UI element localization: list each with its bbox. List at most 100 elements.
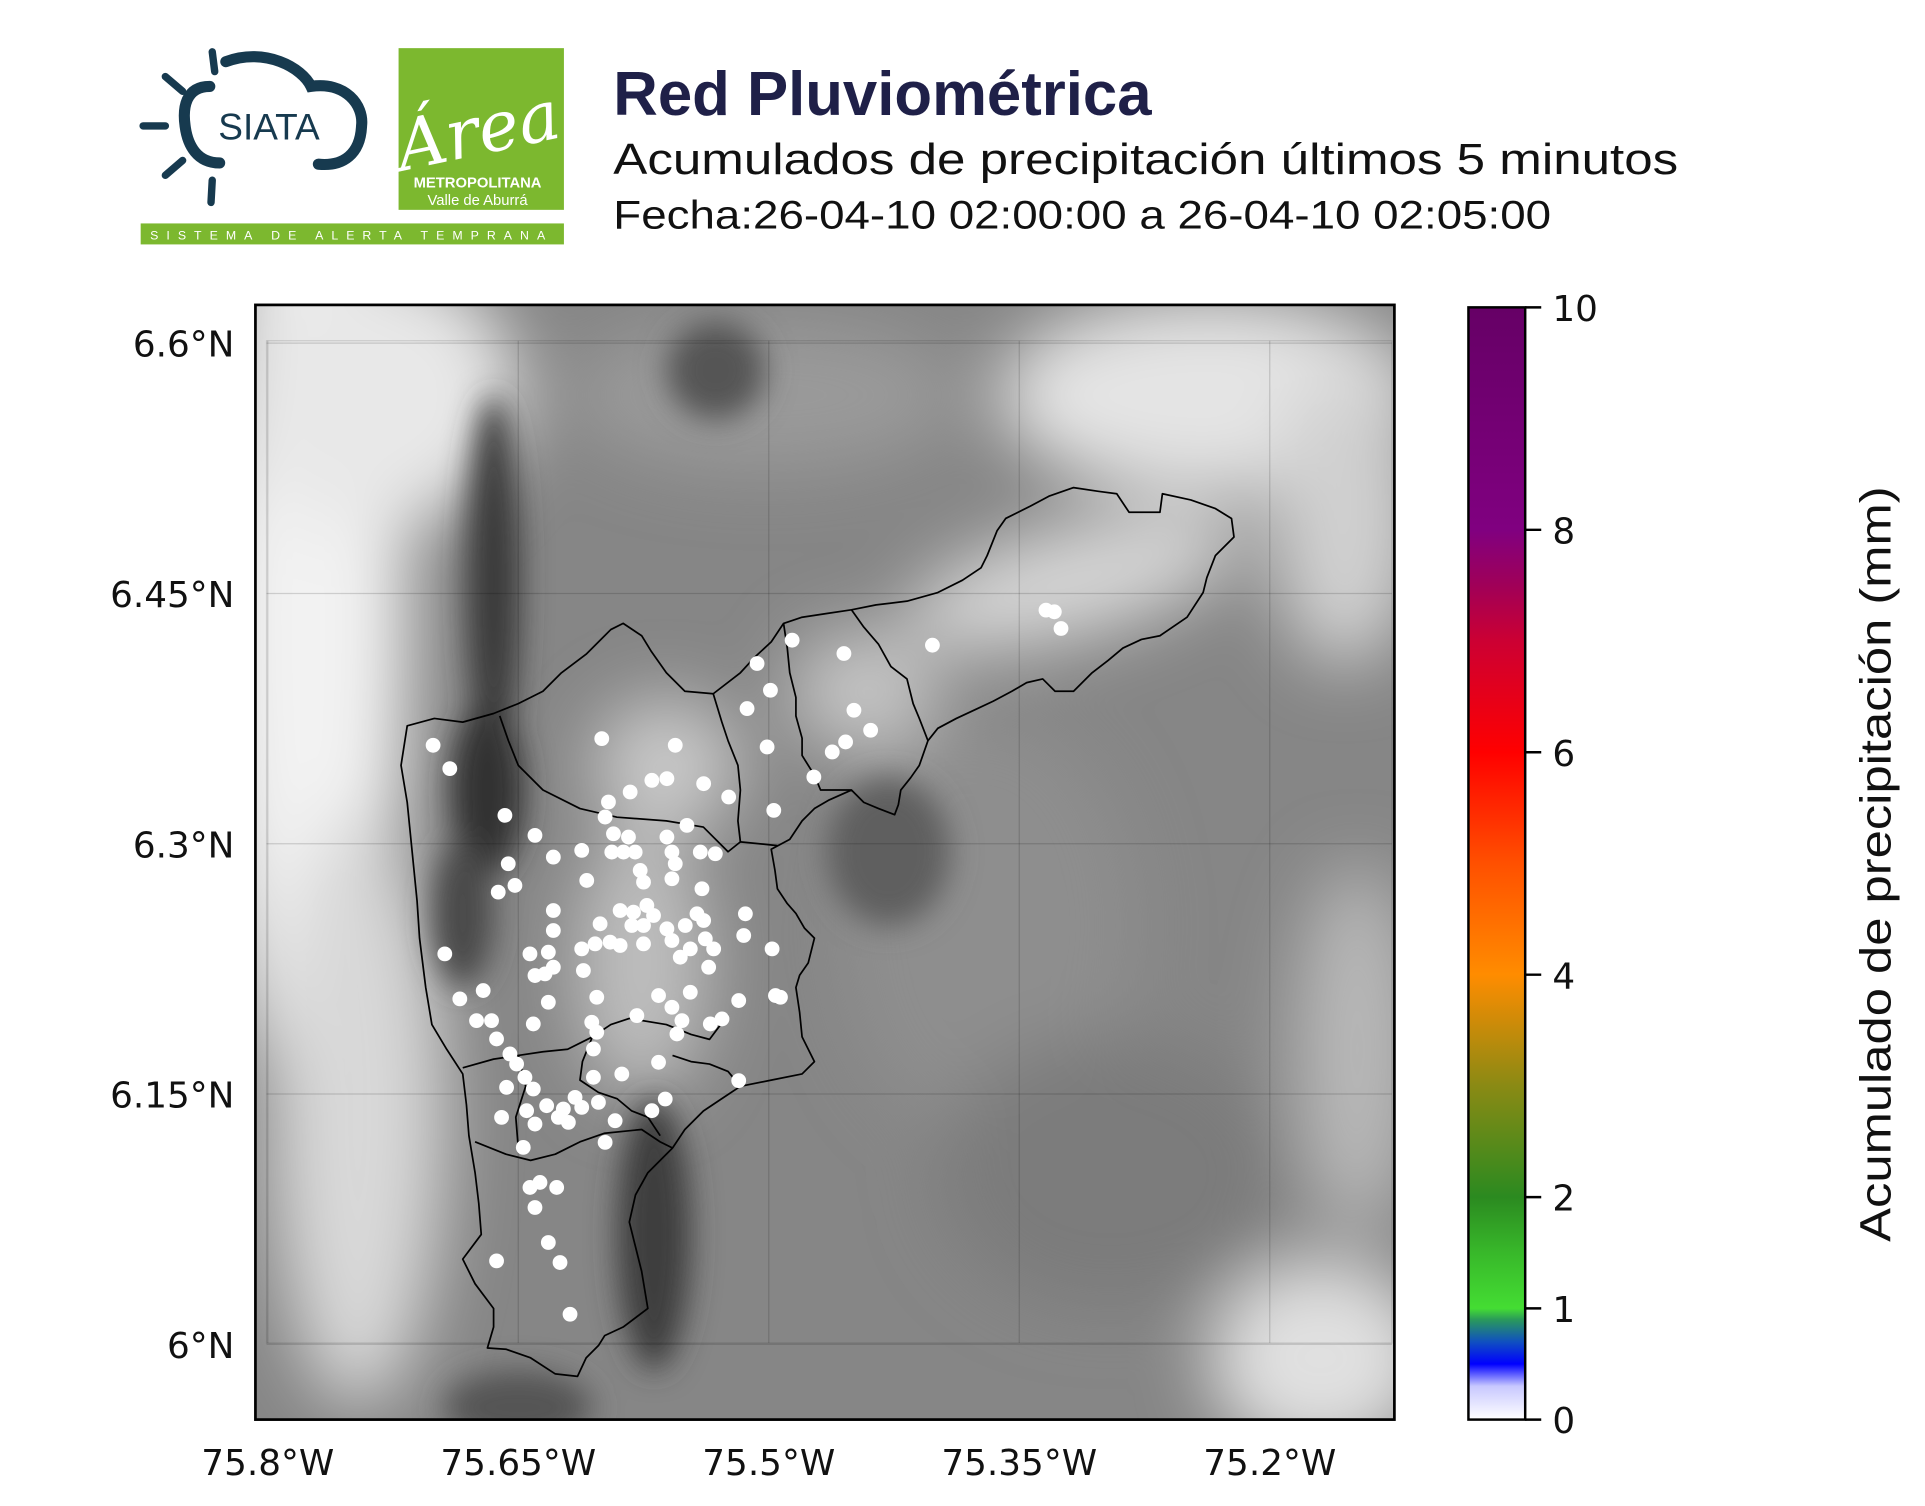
rain-gauge-station[interactable] [707, 846, 723, 862]
rain-gauge-station[interactable] [574, 941, 590, 957]
rain-gauge-station[interactable] [494, 1109, 509, 1125]
rain-gauge-station[interactable] [636, 918, 651, 933]
rain-gauge-station[interactable] [622, 784, 638, 800]
rain-gauge-station[interactable] [509, 1056, 525, 1072]
rain-gauge-station[interactable] [846, 702, 862, 718]
rain-gauge-station[interactable] [574, 1099, 590, 1115]
rain-gauge-station[interactable] [682, 941, 698, 957]
rain-gauge-station[interactable] [616, 844, 631, 860]
rain-gauge-station[interactable] [925, 637, 940, 653]
rain-gauge-station[interactable] [560, 1114, 576, 1130]
rain-gauge-station[interactable] [731, 1073, 747, 1089]
rain-gauge-station[interactable] [737, 906, 753, 922]
rain-gauge-station[interactable] [517, 1069, 533, 1085]
rain-gauge-station[interactable] [863, 722, 879, 738]
rain-gauge-station[interactable] [574, 842, 590, 858]
rain-gauge-station[interactable] [586, 1069, 601, 1085]
rain-gauge-station[interactable] [612, 903, 628, 918]
rain-gauge-station[interactable] [527, 1200, 543, 1215]
rain-gauge-station[interactable] [664, 933, 680, 948]
rain-gauge-station[interactable] [657, 1091, 673, 1107]
rain-gauge-station[interactable] [601, 794, 616, 810]
rain-gauge-station[interactable] [552, 1255, 568, 1270]
rain-gauge-station[interactable] [636, 936, 651, 952]
rain-gauge-station[interactable] [540, 1235, 556, 1250]
rain-gauge-station[interactable] [721, 789, 737, 805]
rain-gauge-station[interactable] [627, 844, 643, 860]
rain-gauge-station[interactable] [614, 1066, 630, 1082]
rain-gauge-station[interactable] [696, 776, 712, 792]
rain-gauge-station[interactable] [759, 739, 775, 755]
rain-gauge-station[interactable] [731, 993, 747, 1008]
rain-gauge-station[interactable] [1053, 621, 1069, 636]
rain-gauge-station[interactable] [621, 829, 636, 845]
rain-gauge-station[interactable] [587, 936, 603, 952]
rain-gauge-station[interactable] [736, 928, 752, 943]
rain-gauge-station[interactable] [682, 984, 698, 1000]
rain-gauge-station[interactable] [644, 772, 660, 788]
rain-gauge-station[interactable] [525, 1016, 541, 1032]
rain-gauge-station[interactable] [624, 918, 640, 933]
rain-gauge-station[interactable] [763, 682, 778, 698]
rain-gauge-station[interactable] [696, 913, 712, 928]
rain-gauge-station[interactable] [586, 1041, 601, 1057]
rain-gauge-station[interactable] [484, 1013, 499, 1029]
rain-gauge-station[interactable] [489, 1253, 504, 1269]
rain-gauge-station[interactable] [651, 1054, 666, 1070]
rain-gauge-station[interactable] [644, 1103, 660, 1119]
rain-gauge-station[interactable] [589, 1024, 605, 1040]
rain-gauge-station[interactable] [469, 1013, 484, 1029]
rain-gauge-station[interactable] [604, 844, 620, 860]
rain-gauge-station[interactable] [592, 916, 608, 932]
rain-gauge-station[interactable] [591, 1094, 606, 1110]
rain-gauge-station[interactable] [519, 1103, 535, 1119]
rain-gauge-station[interactable] [540, 944, 556, 960]
rain-gauge-station[interactable] [749, 656, 765, 671]
rain-gauge-station[interactable] [579, 873, 595, 888]
rain-gauge-station[interactable] [562, 1306, 578, 1322]
rain-gauge-station[interactable] [1046, 604, 1062, 620]
rain-gauge-station[interactable] [537, 966, 553, 982]
rain-gauge-station[interactable] [626, 904, 641, 920]
rain-gauge-station[interactable] [697, 931, 713, 947]
rain-gauge-station[interactable] [532, 1175, 548, 1190]
rain-gauge-station[interactable] [784, 632, 800, 648]
rain-gauge-station[interactable] [452, 991, 468, 1007]
rain-gauge-station[interactable] [672, 949, 688, 965]
rain-gauge-station[interactable] [701, 959, 717, 975]
rain-gauge-station[interactable] [575, 963, 591, 978]
rain-gauge-station[interactable] [540, 994, 556, 1010]
rain-gauge-station[interactable] [612, 938, 628, 953]
rain-gauge-station[interactable] [632, 863, 648, 878]
rain-gauge-station[interactable] [515, 1139, 531, 1155]
rain-gauge-station[interactable] [636, 874, 651, 890]
rain-gauge-station[interactable] [706, 941, 722, 957]
rain-gauge-station[interactable] [836, 646, 852, 661]
rain-gauge-station[interactable] [507, 878, 523, 893]
rain-gauge-station[interactable] [545, 903, 561, 918]
rain-gauge-station[interactable] [527, 1116, 543, 1132]
rain-gauge-station[interactable] [527, 827, 543, 843]
rain-gauge-station[interactable] [475, 983, 491, 998]
rain-gauge-station[interactable] [594, 731, 610, 747]
rain-gauge-station[interactable] [669, 1026, 685, 1042]
rain-gauge-station[interactable] [549, 1180, 565, 1195]
rain-gauge-station[interactable] [545, 849, 561, 865]
rain-gauge-station[interactable] [489, 1031, 504, 1047]
rain-gauge-station[interactable] [694, 881, 710, 897]
rain-gauge-station[interactable] [664, 999, 680, 1015]
rain-gauge-station[interactable] [824, 744, 840, 760]
rain-gauge-station[interactable] [500, 856, 516, 872]
rain-gauge-station[interactable] [555, 1101, 571, 1117]
rain-gauge-station[interactable] [499, 1079, 514, 1095]
rain-gauge-station[interactable] [773, 989, 788, 1005]
rain-gauge-station[interactable] [597, 809, 613, 825]
rain-gauge-station[interactable] [764, 941, 780, 957]
rain-gauge-station[interactable] [659, 829, 675, 845]
rain-gauge-station[interactable] [739, 701, 755, 716]
rain-gauge-station[interactable] [702, 1016, 718, 1032]
rain-gauge-station[interactable] [674, 1013, 690, 1029]
rain-gauge-station[interactable] [659, 921, 675, 937]
rain-gauge-station[interactable] [664, 871, 680, 887]
rain-gauge-station[interactable] [714, 1011, 730, 1027]
